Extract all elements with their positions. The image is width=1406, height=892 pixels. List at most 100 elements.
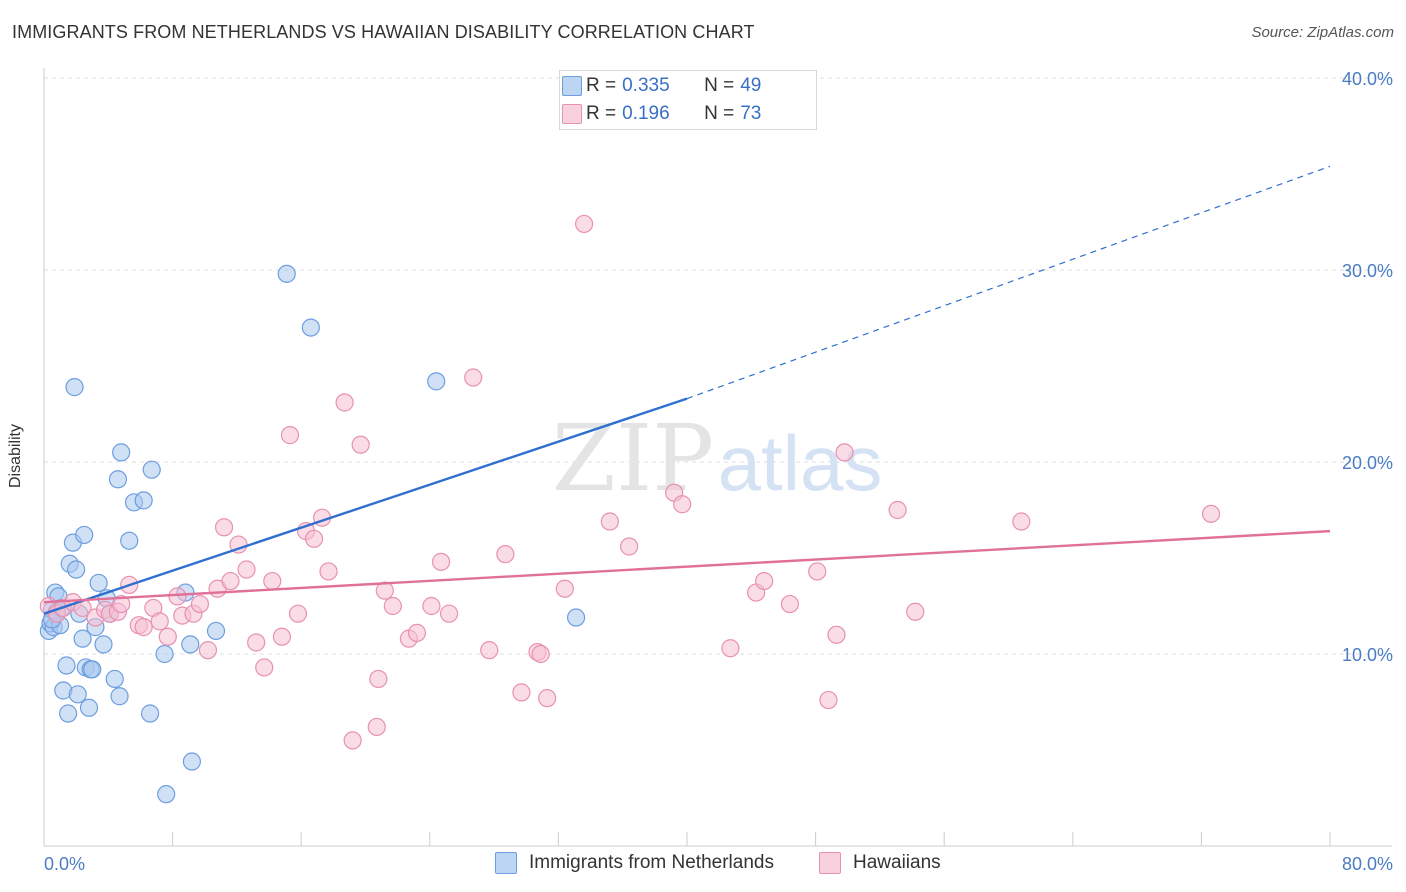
point-hawaiians [464,368,483,387]
point-hawaiians [721,639,740,658]
point-netherlands [206,621,226,641]
y-tick-label: 10.0% [1342,645,1393,665]
point-hawaiians [247,633,266,652]
correlation-legend: R = 0.335 N = 49 R = 0.196 N = 73 [559,70,817,130]
point-hawaiians [1012,512,1031,531]
legend-r-label: R = [586,75,617,96]
watermark-atlas: atlas [718,419,883,507]
legend-swatch-hawaiians [562,104,582,124]
series-legend: Immigrants from Netherlands Hawaiians [0,852,1406,878]
legend-n-value: 73 [740,103,762,124]
trend-lines [43,165,1331,615]
point-hawaiians [255,658,274,677]
point-hawaiians [439,604,459,623]
point-netherlands [94,635,113,654]
legend-r-value: 0.196 [622,103,670,124]
point-hawaiians [367,717,386,737]
legend-row-hawaiians: R = 0.196 N = 73 [562,102,762,126]
point-hawaiians [343,731,362,750]
point-netherlands [73,629,92,648]
point-netherlands [120,531,139,550]
trend-line-netherlands [43,397,688,615]
point-netherlands [105,669,124,689]
y-tick-label: 20.0% [1342,453,1393,473]
point-hawaiians [575,214,594,234]
y-tick-label: 30.0% [1342,261,1393,281]
point-hawaiians [531,644,550,664]
point-netherlands [134,491,153,510]
legend-item-netherlands: Immigrants from Netherlands [495,852,774,874]
point-hawaiians [673,495,692,514]
point-hawaiians [263,571,282,591]
point-netherlands [566,608,586,627]
point-hawaiians [780,594,799,614]
point-hawaiians [755,571,774,591]
trend-line-hawaiians [43,529,1331,604]
point-hawaiians [237,560,256,579]
point-hawaiians [407,623,427,642]
point-hawaiians [827,625,846,644]
point-netherlands [83,660,102,679]
point-hawaiians [819,690,838,710]
point-hawaiians [808,562,827,581]
legend-swatch-netherlands [495,852,517,874]
point-hawaiians [272,627,292,646]
point-netherlands [89,573,108,593]
legend-n-label: N = [704,75,735,96]
point-netherlands [301,318,320,337]
point-netherlands [57,656,76,675]
point-netherlands [59,704,78,723]
point-netherlands [142,460,161,479]
legend-item-hawaiians: Hawaiians [819,852,941,874]
point-hawaiians [369,669,388,689]
point-hawaiians [422,596,441,616]
point-hawaiians [512,683,531,702]
point-hawaiians [431,552,451,571]
point-hawaiians [480,641,499,660]
point-hawaiians [112,594,131,614]
trend-line-netherlands-extension [686,165,1331,400]
point-netherlands [182,752,201,771]
x-tick-label-end: 80.0% [1342,854,1393,874]
point-netherlands [68,685,87,704]
watermark-zip: ZIP [552,405,714,512]
point-netherlands [65,378,84,397]
y-tick-label: 40.0% [1342,69,1393,89]
point-hawaiians [214,518,234,537]
point-netherlands [112,443,131,462]
point-hawaiians [221,571,240,591]
chart-title: IMMIGRANTS FROM NETHERLANDS VS HAWAIIAN … [12,22,755,42]
point-hawaiians [168,587,187,606]
axes [43,68,1392,847]
point-hawaiians [620,537,639,556]
grid [44,77,1392,655]
legend-label-hawaiians: Hawaiians [853,852,941,873]
point-hawaiians [190,594,210,614]
point-hawaiians [150,612,169,631]
point-hawaiians [134,618,153,637]
point-hawaiians [906,602,925,621]
legend-n-value: 49 [740,75,762,96]
point-hawaiians [555,579,574,598]
point-hawaiians [198,641,218,660]
point-netherlands [75,525,94,545]
y-tick-labels: 10.0% 20.0% 30.0% 40.0% [1342,69,1393,665]
legend-label-netherlands: Immigrants from Netherlands [529,852,774,873]
point-netherlands [427,372,446,391]
point-netherlands [155,644,174,664]
legend-row-netherlands: R = 0.335 N = 49 [562,74,762,98]
point-netherlands [108,470,128,489]
point-hawaiians [351,435,370,454]
point-hawaiians [319,562,338,581]
legend-r-label: R = [586,103,617,124]
legend-swatch-hawaiians [819,852,841,874]
legend-r-value: 0.335 [622,75,670,96]
source-credit: Source: ZipAtlas.com [1251,24,1394,41]
point-hawaiians [888,500,907,520]
point-netherlands [140,704,160,723]
point-hawaiians [335,393,354,412]
point-hawaiians [383,596,402,616]
point-hawaiians [538,689,557,708]
point-hawaiians [304,529,324,548]
